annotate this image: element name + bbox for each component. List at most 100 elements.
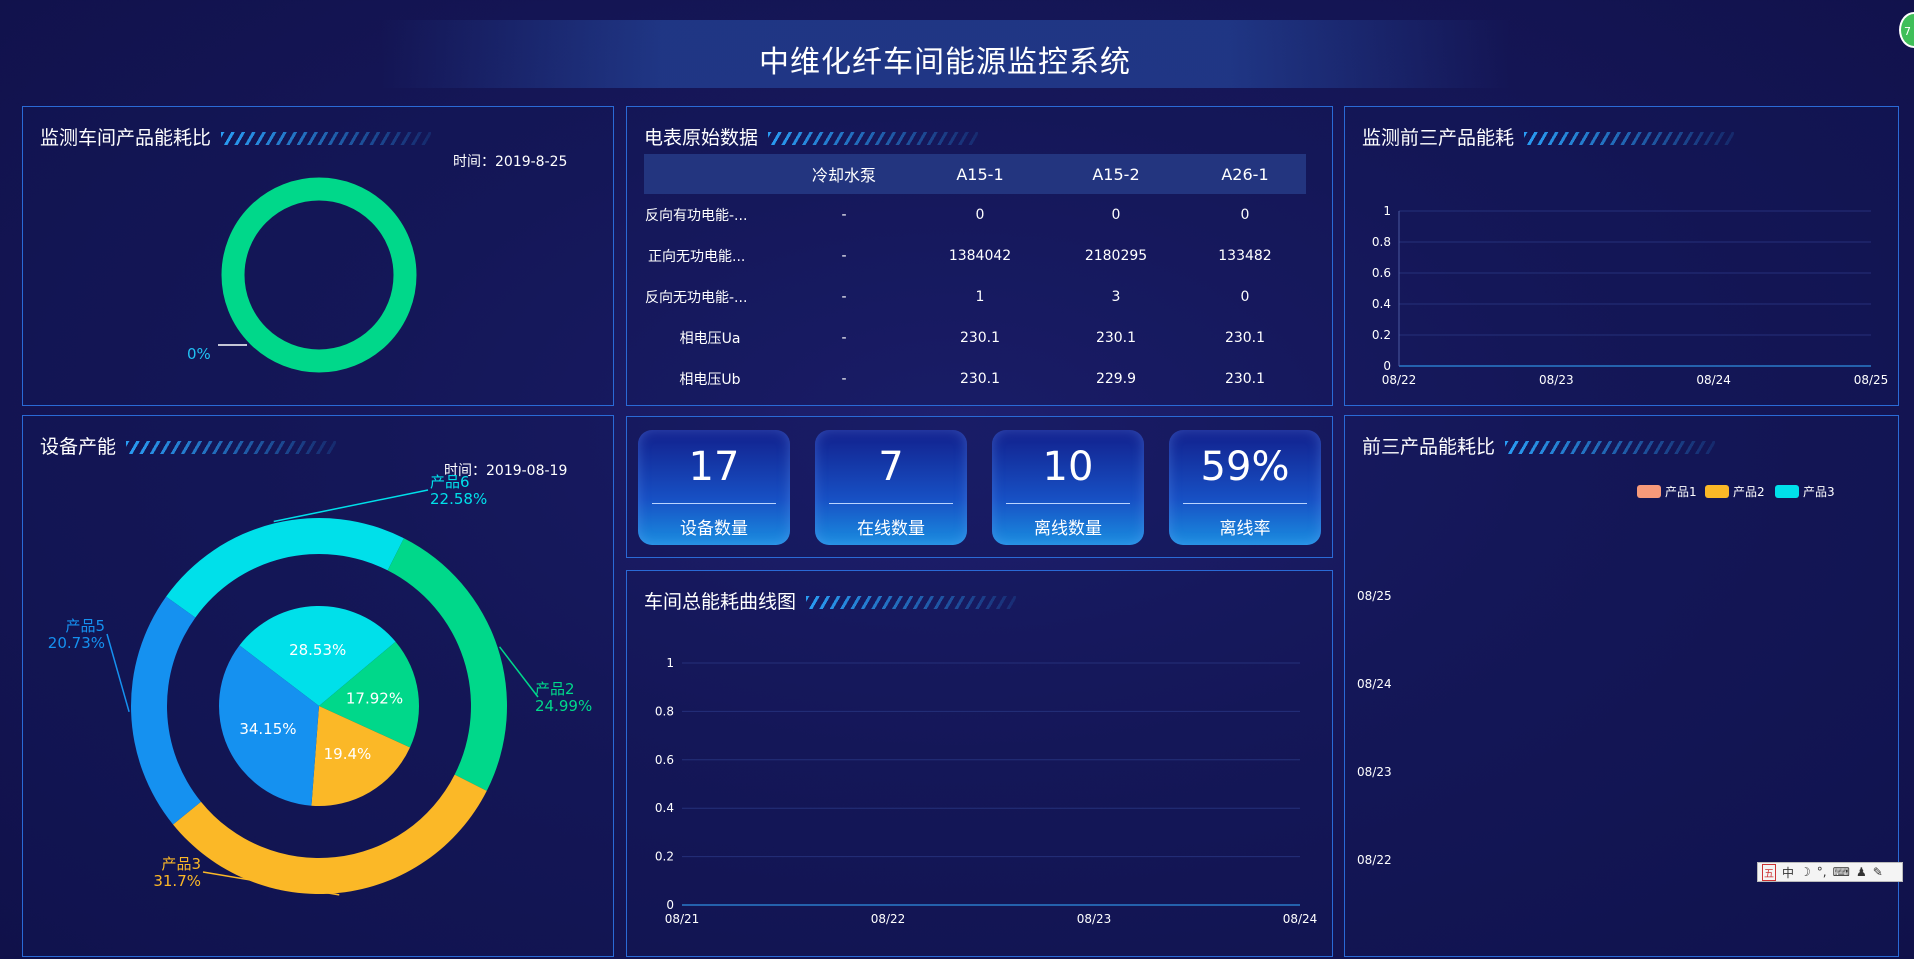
time-label: 时间：2019-8-25 bbox=[453, 154, 568, 170]
x-tick-label: 08/23 bbox=[1539, 373, 1574, 387]
legend-swatch bbox=[1775, 485, 1799, 498]
kpi-divider bbox=[1006, 503, 1130, 504]
kpi-card-online-count[interactable]: 7 在线数量 bbox=[815, 430, 967, 545]
table-cell: 相电压Ub bbox=[679, 371, 741, 388]
legend-swatch bbox=[1705, 485, 1729, 498]
title-decoration bbox=[1505, 441, 1716, 454]
y-tick-label: 0.4 bbox=[1372, 297, 1391, 311]
line-chart: 0 0.2 0.4 0.6 0.8 1 08/22 08/23 08/24 08/25 bbox=[1372, 204, 1889, 387]
title-decoration bbox=[126, 441, 337, 454]
panel-title: 车间总能耗曲线图 bbox=[644, 591, 797, 613]
y-tick-label: 0 bbox=[1383, 359, 1391, 373]
top3-energy-panel: 监测前三产品能耗 0 0.2 0.4 0.6 0.8 1 08/22 08/23 08/24 08… bbox=[1344, 106, 1899, 406]
panel-title: 电表原始数据 bbox=[644, 127, 759, 149]
legend-label: 产品1 bbox=[1665, 485, 1697, 499]
ime-settings-icon[interactable]: ✎ bbox=[1872, 865, 1883, 879]
ime-keyboard-icon[interactable]: ⌨ bbox=[1832, 865, 1850, 879]
outer-category-label: 产品2 bbox=[535, 680, 575, 698]
x-tick-label: 08/21 bbox=[665, 912, 700, 926]
time-label: 时间：2019-08-19 bbox=[444, 463, 568, 479]
table-row[interactable]: 反向无功电能-... - 1 3 0 bbox=[644, 276, 1306, 317]
table-cell: 正向无功电能... bbox=[648, 248, 746, 265]
table-cell: 133482 bbox=[1218, 247, 1272, 264]
title-decoration bbox=[768, 132, 979, 145]
ime-toolbar[interactable]: 五 中 ☽ °, ⌨ ♟ ✎ bbox=[1757, 862, 1903, 882]
outer-percent-label: 22.58% bbox=[430, 490, 487, 508]
table-row[interactable]: 相电压Ub - 230.1 229.9 230.1 bbox=[644, 358, 1306, 399]
outer-percent-label: 24.99% bbox=[535, 697, 592, 715]
x-tick-label: 08/25 bbox=[1854, 373, 1889, 387]
table-row[interactable]: 正向无功电能... - 1384042 2180295 133482 bbox=[644, 235, 1306, 276]
y-tick-label: 1 bbox=[1383, 204, 1391, 218]
table-cell: 1 bbox=[975, 288, 985, 305]
leader-line bbox=[498, 646, 539, 698]
table-cell: 相电压Ua bbox=[679, 330, 741, 347]
y-tick-label: 0.2 bbox=[1372, 328, 1391, 342]
kpi-card-device-count[interactable]: 17 设备数量 bbox=[638, 430, 790, 545]
table-cell: 230.1 bbox=[959, 329, 1001, 346]
table-cell: - bbox=[841, 288, 847, 305]
ime-punctuation-icon[interactable]: °, bbox=[1816, 865, 1827, 879]
outer-donut-slice bbox=[166, 518, 404, 618]
table-cell: - bbox=[841, 206, 847, 223]
outer-donut-slice bbox=[173, 774, 487, 894]
legend-label: 产品3 bbox=[1803, 485, 1835, 499]
leader-line bbox=[202, 871, 340, 896]
panel-title: 前三产品能耗比 bbox=[1362, 436, 1496, 458]
y-tick-label: 0.2 bbox=[655, 850, 674, 864]
panel-title: 监测车间产品能耗比 bbox=[40, 127, 212, 149]
header-bar: 中维化纤车间能源监控系统 bbox=[380, 20, 1510, 88]
table-cell: - bbox=[841, 247, 847, 264]
table-cell: 230.1 bbox=[1224, 370, 1266, 387]
panel-title: 监测前三产品能耗 bbox=[1362, 127, 1515, 149]
ring-segment bbox=[221, 177, 417, 373]
column-header bbox=[644, 154, 776, 194]
y-tick-label: 0.8 bbox=[655, 704, 674, 718]
y-tick-label: 0.4 bbox=[655, 801, 674, 815]
notification-badge[interactable]: 7 bbox=[1899, 12, 1914, 48]
y-category-label: 08/25 bbox=[1357, 589, 1392, 603]
ime-user-icon[interactable]: ♟ bbox=[1855, 865, 1867, 879]
bar-chart: 产品1 产品2 产品3 08/25 08/24 08/23 08/22 bbox=[1357, 485, 1835, 867]
inner-percent-label: 19.4% bbox=[324, 745, 372, 763]
meter-table: 冷却水泵 A15-1 A15-2 A26-1 反向有功电能-... - 0 0 … bbox=[644, 154, 1306, 399]
outer-donut-slice bbox=[387, 538, 508, 791]
ime-halfwidth-icon[interactable]: ☽ bbox=[1800, 865, 1811, 879]
y-tick-label: 0 bbox=[666, 898, 674, 912]
table-row[interactable]: 相电压Ua - 230.1 230.1 230.1 bbox=[644, 317, 1306, 358]
table-cell: 反向有功电能-... bbox=[645, 207, 748, 224]
outer-percent-label: 31.7% bbox=[153, 872, 201, 890]
line-chart: 0 0.2 0.4 0.6 0.8 1 08/21 08/22 08/23 08/24 bbox=[655, 656, 1317, 926]
column-header: 冷却水泵 bbox=[776, 154, 912, 194]
y-category-label: 08/24 bbox=[1357, 677, 1392, 691]
column-header: A15-1 bbox=[912, 154, 1048, 194]
x-tick-label: 08/24 bbox=[1696, 373, 1731, 387]
y-tick-label: 0.6 bbox=[655, 753, 674, 767]
x-tick-label: 08/22 bbox=[871, 912, 906, 926]
kpi-card-offline-rate[interactable]: 59% 离线率 bbox=[1169, 430, 1321, 545]
kpi-card-offline-count[interactable]: 10 离线数量 bbox=[992, 430, 1144, 545]
ring-chart: 0% bbox=[187, 177, 417, 373]
inner-percent-label: 34.15% bbox=[239, 720, 296, 738]
product-energy-ratio-panel: 监测车间产品能耗比 时间：2019-8-25 0% bbox=[22, 106, 614, 406]
kpi-value: 17 bbox=[688, 444, 740, 490]
ime-wubi-icon[interactable]: 五 bbox=[1762, 863, 1776, 881]
x-tick-label: 08/22 bbox=[1382, 373, 1417, 387]
legend-swatch bbox=[1637, 485, 1661, 498]
table-row[interactable]: 反向有功电能-... - 0 0 0 bbox=[644, 194, 1306, 235]
ring-label: 0% bbox=[187, 345, 211, 363]
kpi-label: 离线数量 bbox=[1034, 519, 1102, 539]
legend-label: 产品2 bbox=[1733, 485, 1765, 499]
table-cell: - bbox=[841, 370, 847, 387]
meter-raw-panel: 电表原始数据 冷却水泵 A15-1 A15-2 A26-1 反向有功电能-...… bbox=[626, 106, 1333, 406]
kpi-value: 7 bbox=[878, 444, 904, 490]
kpi-divider bbox=[1183, 503, 1307, 504]
table-cell: 230.1 bbox=[959, 370, 1001, 387]
table-cell: 230.1 bbox=[1095, 329, 1137, 346]
inner-pie-slice bbox=[319, 641, 419, 748]
table-cell: - bbox=[841, 329, 847, 346]
kpi-label: 离线率 bbox=[1219, 519, 1271, 539]
ime-chinese-mode-icon[interactable]: 中 bbox=[1782, 865, 1795, 880]
column-header: A26-1 bbox=[1184, 154, 1306, 194]
kpi-label: 设备数量 bbox=[680, 519, 748, 539]
